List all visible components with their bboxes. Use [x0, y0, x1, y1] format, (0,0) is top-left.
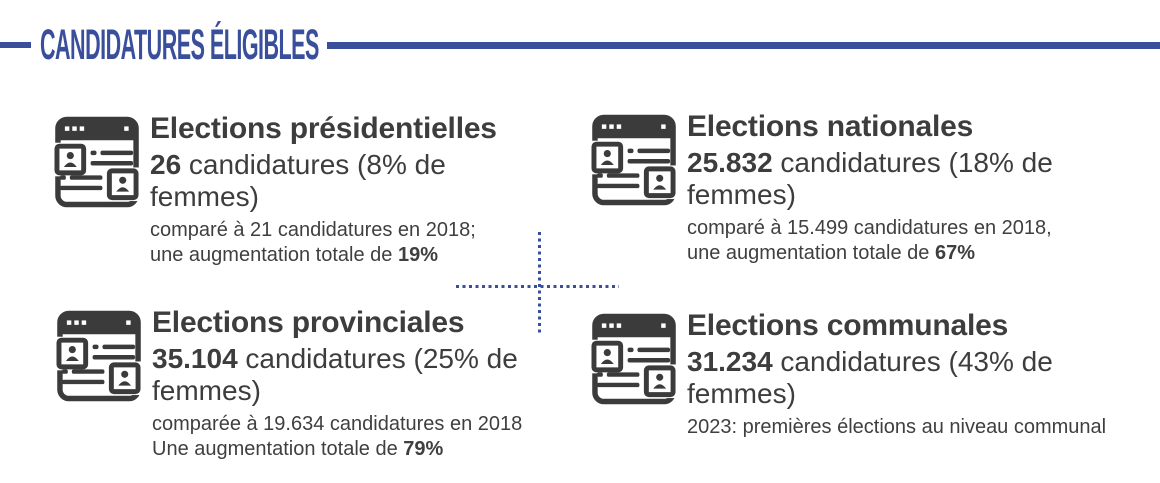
- card-elections-presidentielles: Elections présidentielles 26 candidature…: [54, 112, 554, 269]
- card-text: Elections communales 31.234 candidatures…: [687, 309, 1151, 440]
- card-text: Elections présidentielles 26 candidature…: [150, 112, 554, 269]
- card-text: Elections provinciales 35.104 candidatur…: [152, 306, 522, 463]
- card-elections-nationales: Elections nationales 25.832 candidatures…: [591, 110, 1111, 267]
- note-line-2-bold: 79%: [403, 438, 444, 461]
- divider-vertical-dotted-line: [538, 232, 541, 336]
- stat-number: 25.832: [687, 147, 773, 178]
- stat-number: 26: [150, 149, 182, 180]
- section-header: CANDIDATURES ÉLIGIBLES: [0, 17, 1160, 73]
- stat-line: 35.104 candidatures (25% de femmes): [152, 343, 522, 408]
- candidate-list-icon: [591, 112, 678, 208]
- card-elections-provinciales: Elections provinciales 35.104 candidatur…: [56, 306, 556, 463]
- card-text: Elections nationales 25.832 candidatures…: [687, 110, 1053, 267]
- stat-number: 35.104: [152, 343, 238, 374]
- card-elections-communales: Elections communales 31.234 candidatures…: [591, 309, 1151, 440]
- header-rule: [327, 41, 1160, 49]
- note-line-1: comparée à 19.634 candidatures en 2018: [152, 412, 523, 435]
- divider-horizontal-dotted-line: [456, 285, 619, 288]
- note-line-2: une augmentation totale de 67%: [687, 241, 1053, 266]
- note-line-2-text: une augmentation totale de: [150, 244, 398, 267]
- note-line-1: comparé à 15.499 candidatures en 2018,: [687, 216, 1052, 239]
- note-line-2-text: une augmentation totale de: [687, 242, 935, 265]
- stat-line: 25.832 candidatures (18% de femmes): [687, 147, 1053, 212]
- card-title: Elections nationales: [687, 110, 974, 143]
- stat-number: 31.234: [687, 346, 773, 377]
- note-line-1: comparé à 21 candidatures en 2018;: [150, 218, 476, 241]
- card-title: Elections communales: [687, 309, 1009, 342]
- header-left-dash: [0, 42, 31, 48]
- stat-rest: candidatures (8% de femmes): [150, 149, 446, 213]
- card-title: Elections présidentielles: [150, 112, 497, 145]
- candidate-list-icon: [591, 311, 678, 407]
- stat-rest: candidatures (43% de femmes): [687, 346, 1053, 410]
- note-line-2-bold: 19%: [397, 244, 438, 267]
- page-title: CANDIDATURES ÉLIGIBLES: [40, 20, 319, 69]
- stat-line: 26 candidatures (8% de femmes): [150, 149, 554, 214]
- note-line-2-text: Une augmentation totale de: [152, 438, 404, 461]
- page-title-wrap: CANDIDATURES ÉLIGIBLES: [40, 20, 327, 69]
- candidate-list-icon: [54, 114, 141, 210]
- note-line-2-bold: 67%: [934, 242, 975, 265]
- note-line-2: une augmentation totale de 19%: [150, 243, 554, 268]
- card-title: Elections provinciales: [152, 306, 465, 339]
- stat-line: 31.234 candidatures (43% de femmes): [687, 346, 1151, 411]
- stat-rest: candidatures (25% de femmes): [152, 343, 518, 407]
- note-line-2: Une augmentation totale de 79%: [152, 437, 522, 462]
- stat-rest: candidatures (18% de femmes): [687, 147, 1053, 211]
- candidate-list-icon: [56, 308, 143, 404]
- note-line-1: 2023: premières élections au niveau comm…: [687, 415, 1107, 438]
